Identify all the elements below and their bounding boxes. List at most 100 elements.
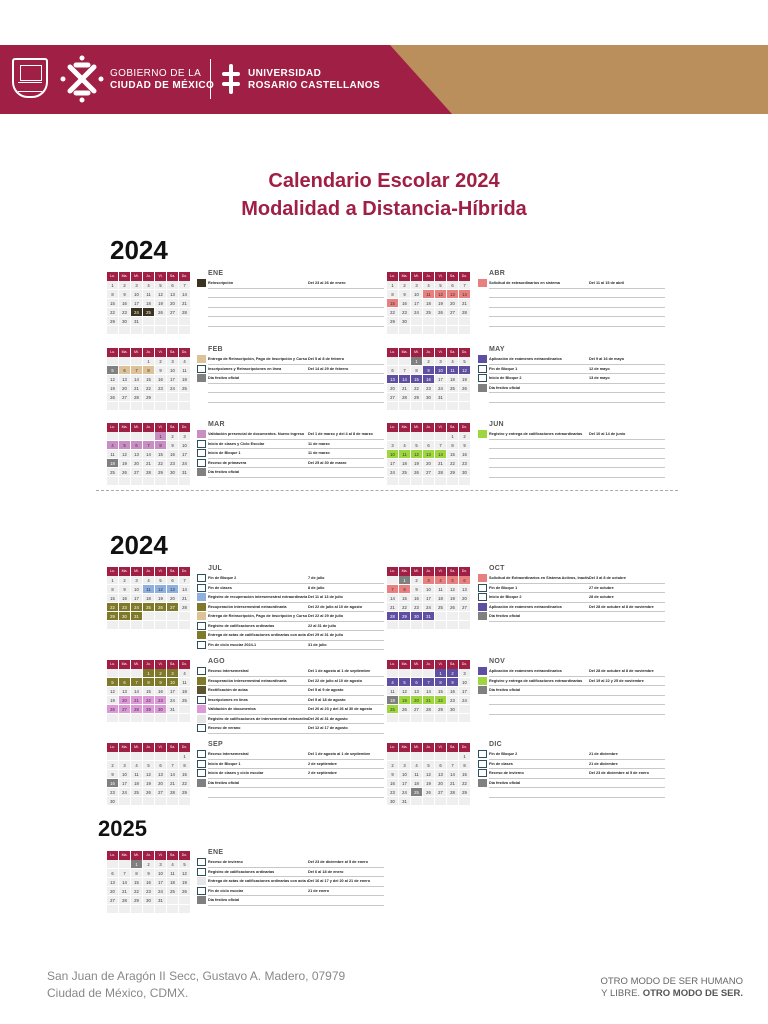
empty-cell xyxy=(411,797,423,806)
legend-dic24: DIC Fin de Bloque 2 21 de diciembre Fin de … xyxy=(478,741,665,798)
event-label: Día festivo oficial xyxy=(208,376,240,381)
empty-cell xyxy=(411,432,423,441)
day-cell: 31 xyxy=(167,705,179,714)
event-date: 7 de julio xyxy=(308,576,325,581)
day-cell: 3 xyxy=(155,860,167,869)
day-cell: 17 xyxy=(167,687,179,696)
day-cell: 7 xyxy=(399,366,411,375)
weekday-label: Vi. xyxy=(435,272,447,281)
event-date: Del 12 al 17 de agosto xyxy=(308,726,348,731)
empty-cell xyxy=(411,714,423,723)
event-label: Inicio de clases y ciclo escolar xyxy=(208,771,264,776)
day-cell: 12 xyxy=(459,366,471,375)
day-cell: 11 xyxy=(143,290,155,299)
day-cell: 24 xyxy=(423,603,435,612)
empty-cell xyxy=(143,477,155,486)
day-cell: 11 xyxy=(131,770,143,779)
event-date: Del 29 al 31 de julio xyxy=(308,633,344,638)
weekday-label: Sa. xyxy=(167,423,179,432)
empty-cell xyxy=(155,402,167,411)
weekday-label: Mi. xyxy=(131,567,143,576)
day-cell: 22 xyxy=(447,459,459,468)
day-cell: 22 xyxy=(131,887,143,896)
day-cell: 23 xyxy=(411,603,423,612)
day-cell: 22 xyxy=(399,603,411,612)
month-title: NOV xyxy=(489,658,506,665)
event-date: 31 de julio xyxy=(308,642,327,647)
empty-cell xyxy=(447,621,459,630)
day-cell: 13 xyxy=(167,585,179,594)
day-cell: 8 xyxy=(411,366,423,375)
legend-swatch-icon xyxy=(197,355,206,363)
month-title: JUN xyxy=(489,421,504,428)
empty-cell xyxy=(399,477,411,486)
day-cell: 27 xyxy=(119,393,131,402)
empty-cell xyxy=(107,669,119,678)
day-cell: 22 xyxy=(143,696,155,705)
empty-cell xyxy=(447,317,459,326)
weekday-label: Sa. xyxy=(447,272,459,281)
weekday-label: Do. xyxy=(179,567,191,576)
day-cell: 10 xyxy=(399,770,411,779)
empty-cell xyxy=(411,317,423,326)
event-label: Entrega de Reinscripción, Pago de Inscri… xyxy=(208,614,308,619)
calendar-sep24: Lu. Ma. Mi. Ju. Vi. Sa. Do. 1 2 3 4 5 6 7 8 9 10 11 12 13 14… xyxy=(107,743,191,806)
legend-row: Receso de invierno Del 23 de diciembre al… xyxy=(197,858,384,868)
day-cell: 25 xyxy=(131,788,143,797)
legend-swatch-icon xyxy=(197,858,206,866)
legend-swatch-icon xyxy=(478,667,487,675)
event-label: Fin de ciclo escolar 2024-1 xyxy=(208,642,257,647)
empty-cell xyxy=(155,477,167,486)
day-cell: 19 xyxy=(143,779,155,788)
day-cell: 6 xyxy=(167,576,179,585)
day-cell: 15 xyxy=(459,770,471,779)
empty-cell xyxy=(423,402,435,411)
empty-cell xyxy=(143,621,155,630)
address-line1: San Juan de Aragón II Secc, Gustavo A. M… xyxy=(47,969,346,983)
day-cell: 9 xyxy=(423,366,435,375)
empty-cell xyxy=(459,797,471,806)
day-cell: 12 xyxy=(143,770,155,779)
day-cell: 6 xyxy=(119,678,131,687)
weekday-label: Ju. xyxy=(423,423,435,432)
legend-row xyxy=(489,308,665,317)
weekday-label: Vi. xyxy=(435,423,447,432)
empty-cell xyxy=(179,905,191,914)
empty-cell xyxy=(399,621,411,630)
day-cell: 22 xyxy=(179,779,191,788)
day-cell: 15 xyxy=(107,594,119,603)
weekday-label: Ju. xyxy=(423,660,435,669)
day-cell: 2 xyxy=(155,669,167,678)
day-cell: 7 xyxy=(387,585,399,594)
day-grid: 1 2 3 4 5 6 7 8 9 10 11 12 13 14 15 16 17 18 19 20 21 22 23 24 2… xyxy=(387,432,471,486)
event-label: Fin de Bloque 2 xyxy=(489,752,518,757)
day-cell: 27 xyxy=(447,308,459,317)
event-date: Del 1 de agosto al 1 de septiembre xyxy=(308,752,371,757)
empty-cell xyxy=(459,705,471,714)
legend-row xyxy=(208,384,384,393)
legend-swatch-icon xyxy=(478,686,487,694)
day-cell: 23 xyxy=(387,788,399,797)
weekday-label: Mi. xyxy=(131,272,143,281)
day-cell: 23 xyxy=(155,384,167,393)
day-cell: 2 xyxy=(119,576,131,585)
empty-cell xyxy=(107,905,119,914)
day-cell: 2 xyxy=(411,576,423,585)
calendar-ene25: Lu. Ma. Mi. Ju. Vi. Sa. Do. 1 2 3 4 5 6 7 8 9 10 11 12 13 14… xyxy=(107,851,191,914)
day-cell: 7 xyxy=(435,441,447,450)
legend-swatch-icon xyxy=(197,695,206,704)
day-cell: 2 xyxy=(119,281,131,290)
weekday-header: Lu. Ma. Mi. Ju. Vi. Sa. Do. xyxy=(107,272,191,281)
empty-cell xyxy=(143,797,155,806)
weekday-label: Mi. xyxy=(411,660,423,669)
weekday-label: Lu. xyxy=(107,272,119,281)
day-cell: 10 xyxy=(387,450,399,459)
day-cell: 21 xyxy=(131,384,143,393)
day-cell: 7 xyxy=(179,281,191,290)
day-cell: 21 xyxy=(399,384,411,393)
day-cell: 27 xyxy=(459,603,471,612)
legend-swatch-icon xyxy=(478,430,487,438)
day-cell: 30 xyxy=(155,705,167,714)
weekday-label: Vi. xyxy=(435,660,447,669)
day-cell: 31 xyxy=(155,896,167,905)
